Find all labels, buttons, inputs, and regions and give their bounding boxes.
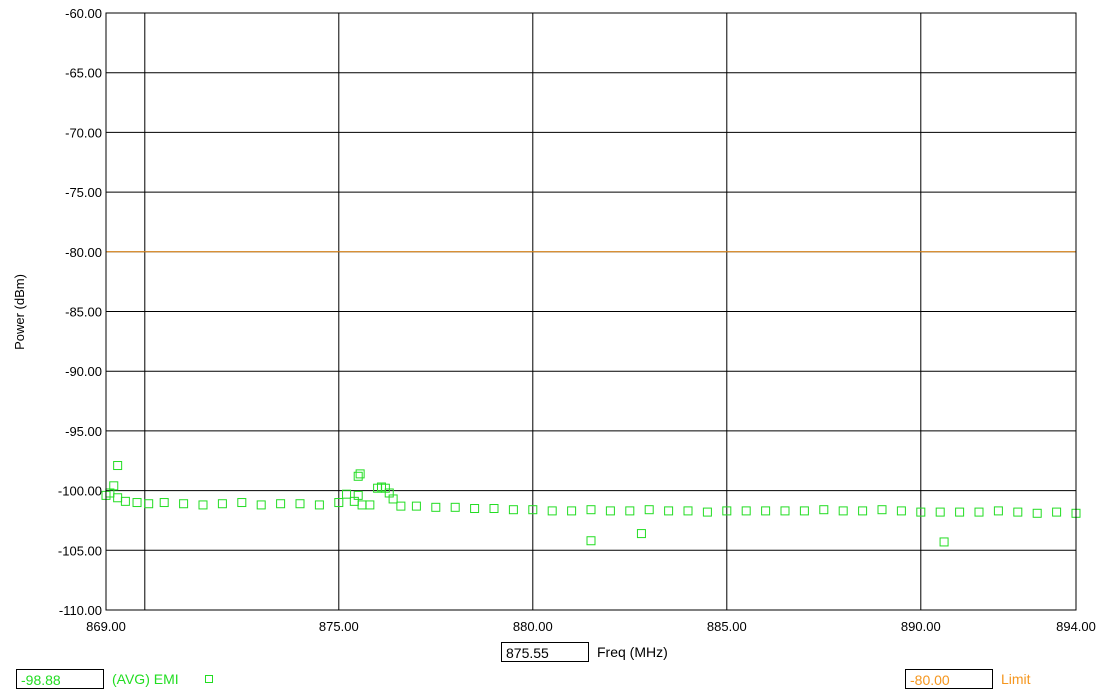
y-tick-label: -100.00: [58, 484, 102, 499]
emi-point: [955, 507, 965, 517]
emi-point: [179, 499, 189, 509]
x-tick-label: 869.00: [86, 619, 126, 634]
emi-readout-box[interactable]: -98.88: [16, 669, 104, 689]
emi-points: [101, 461, 1081, 547]
emi-point: [877, 505, 887, 515]
emi-point: [109, 481, 119, 491]
emi-point: [974, 507, 984, 517]
y-axis-title: Power (dBm): [12, 274, 27, 350]
y-tick-label: -70.00: [65, 125, 102, 140]
y-tick-label: -110.00: [59, 603, 102, 618]
y-tick-label: -95.00: [65, 424, 102, 439]
emi-point: [276, 499, 286, 509]
limit-legend-label: Limit: [1001, 671, 1031, 687]
emi-point: [625, 506, 635, 516]
emi-point: [896, 506, 906, 516]
emi-point: [722, 506, 732, 516]
emi-point: [1013, 507, 1023, 517]
freq-axis-label: Freq (MHz): [597, 644, 668, 660]
emi-point: [683, 506, 693, 516]
emi-point: [132, 498, 142, 508]
emi-point: [217, 499, 227, 509]
emi-point: [858, 506, 868, 516]
emi-point: [586, 536, 596, 546]
emi-point: [993, 506, 1003, 516]
emi-point: [761, 506, 771, 516]
emi-point: [431, 502, 441, 512]
emi-point: [819, 505, 829, 515]
y-tick-label: -75.00: [65, 185, 102, 200]
emi-point: [470, 504, 480, 514]
emi-point: [702, 507, 712, 517]
emi-point: [547, 506, 557, 516]
emi-point: [508, 505, 518, 515]
emi-point: [353, 471, 363, 481]
emi-point: [567, 506, 577, 516]
emi-point: [120, 496, 130, 506]
x-tick-label: 880.00: [513, 619, 553, 634]
limit-readout-box[interactable]: -80.00: [905, 669, 993, 689]
emi-point: [838, 506, 848, 516]
emi-point: [916, 507, 926, 517]
emi-point: [159, 498, 169, 508]
x-tick-label: 890.00: [901, 619, 941, 634]
y-tick-labels: -60.00 -65.00 -70.00 -75.00 -80.00 -85.00 -90.…: [58, 6, 102, 618]
y-tick-label: -65.00: [65, 66, 102, 81]
emi-legend-label: (AVG) EMI: [112, 671, 179, 687]
emi-point: [664, 506, 674, 516]
emi-point: [295, 499, 305, 509]
emi-point: [357, 500, 367, 510]
emi-point: [450, 502, 460, 512]
emi-point: [113, 461, 123, 471]
emi-point: [388, 494, 398, 504]
grid-lines: [106, 12, 1076, 611]
emi-point: [355, 469, 365, 479]
cursor-freq-box[interactable]: 875.55: [501, 642, 589, 662]
emi-point: [314, 500, 324, 510]
y-tick-label: -60.00: [65, 6, 102, 21]
emi-point: [939, 537, 949, 547]
y-tick-label: -80.00: [65, 245, 102, 260]
emi-point: [353, 490, 363, 500]
plot-frame: [105, 12, 1077, 611]
emi-point: [237, 498, 247, 508]
y-tick-label: -90.00: [65, 364, 102, 379]
emi-point: [144, 499, 154, 509]
y-tick-label: -85.00: [65, 305, 102, 320]
emi-point: [741, 506, 751, 516]
emi-point: [365, 500, 375, 510]
x-tick-label: 894.00: [1056, 619, 1096, 634]
emi-point: [1032, 508, 1042, 518]
emi-point: [636, 529, 646, 539]
emi-point: [644, 505, 654, 515]
emi-point: [198, 500, 208, 510]
emi-point: [1052, 507, 1062, 517]
emi-point: [799, 506, 809, 516]
x-tick-labels: 869.00 875.00 880.00 885.00 890.00 894.00: [86, 619, 1096, 634]
emi-point: [411, 501, 421, 511]
x-tick-label: 875.00: [319, 619, 359, 634]
emi-point: [489, 504, 499, 514]
x-tick-label: 885.00: [707, 619, 747, 634]
emi-point: [396, 501, 406, 511]
emi-point: [780, 506, 790, 516]
emi-point: [605, 506, 615, 516]
emi-point: [935, 507, 945, 517]
emi-point: [342, 489, 352, 499]
emi-point: [528, 505, 538, 515]
emi-legend-marker-icon: [205, 675, 213, 683]
y-tick-label: -105.00: [58, 543, 102, 558]
emi-point: [256, 500, 266, 510]
emi-point: [113, 493, 123, 503]
emi-point: [334, 498, 344, 508]
emi-point: [586, 505, 596, 515]
